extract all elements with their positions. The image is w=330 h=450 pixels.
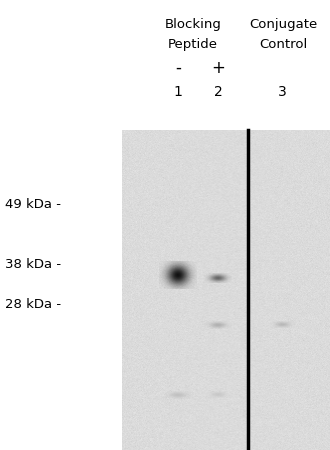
- Text: Peptide: Peptide: [168, 38, 218, 51]
- Text: 38 kDa -: 38 kDa -: [5, 258, 61, 271]
- Text: 28 kDa -: 28 kDa -: [5, 298, 61, 311]
- Text: Conjugate: Conjugate: [249, 18, 317, 31]
- Text: Control: Control: [259, 38, 307, 51]
- Text: -: -: [175, 59, 181, 77]
- Text: 1: 1: [174, 85, 182, 99]
- Text: 3: 3: [278, 85, 286, 99]
- Text: 49 kDa -: 49 kDa -: [5, 198, 61, 211]
- Text: Blocking: Blocking: [165, 18, 221, 31]
- Text: 2: 2: [214, 85, 222, 99]
- Text: +: +: [211, 59, 225, 77]
